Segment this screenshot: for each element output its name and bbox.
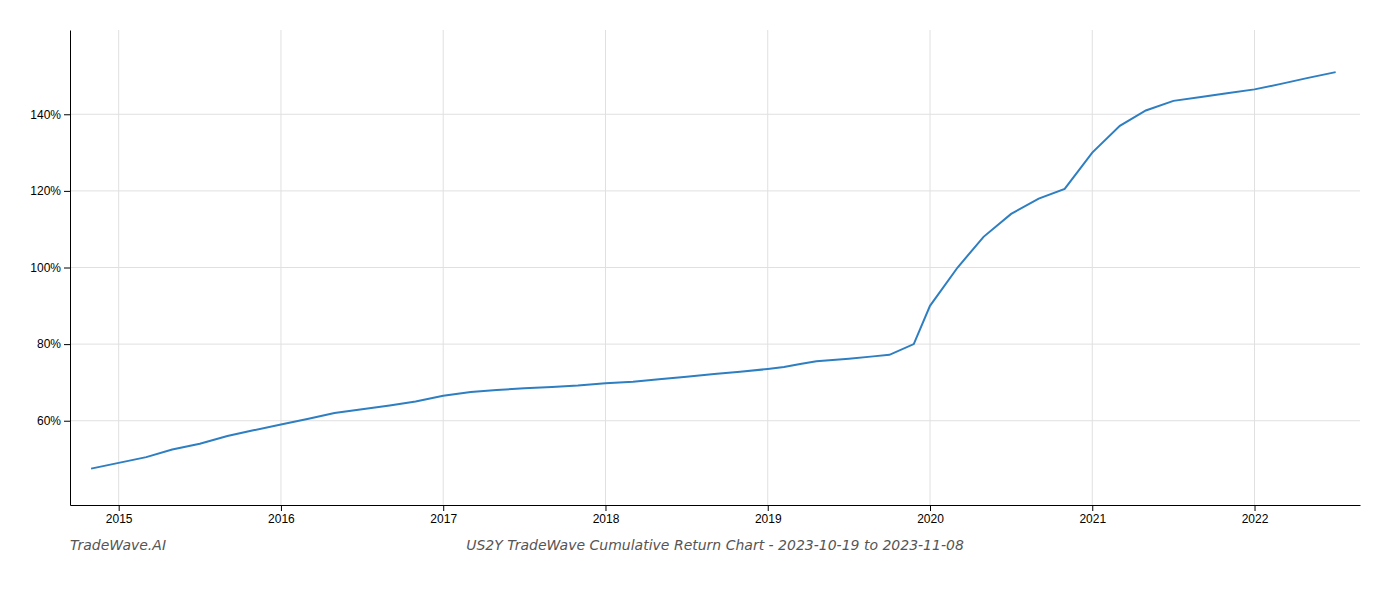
- tick: 120%: [30, 184, 70, 198]
- tick: 80%: [37, 337, 70, 351]
- tick: 140%: [30, 108, 70, 122]
- tick-mark: [64, 421, 70, 422]
- tick-mark: [930, 505, 931, 511]
- tick-mark: [605, 505, 606, 511]
- tick-mark: [64, 191, 70, 192]
- title: US2Y TradeWave Cumulative Return Chart -…: [466, 537, 964, 553]
- tick: 2022: [1242, 505, 1269, 526]
- tick-mark: [768, 505, 769, 511]
- tick-label: 80%: [37, 337, 61, 351]
- tick-label: 120%: [30, 184, 61, 198]
- grid-line: [443, 30, 444, 505]
- tick-mark: [64, 114, 70, 115]
- grid-line: [280, 30, 281, 505]
- grid-line: [70, 267, 1360, 268]
- tick-label: 2019: [755, 512, 782, 526]
- tick-label: 60%: [37, 414, 61, 428]
- tick-label: 100%: [30, 261, 61, 275]
- grid-line: [70, 420, 1360, 421]
- tick: 2021: [1079, 505, 1106, 526]
- plot-area: [91, 72, 1336, 468]
- axis-line: [71, 505, 1361, 506]
- grid-line: [605, 30, 606, 505]
- tick-label: 2021: [1079, 512, 1106, 526]
- tick-mark: [1092, 505, 1093, 511]
- tick-mark: [1255, 505, 1256, 511]
- grid-line: [1092, 30, 1093, 505]
- tick: 2020: [917, 505, 944, 526]
- tick-mark: [119, 505, 120, 511]
- tick-label: 2017: [430, 512, 457, 526]
- y-axis: 60% 80% 100% 120% 140%: [30, 31, 70, 506]
- tick-label: 2022: [1242, 512, 1269, 526]
- tick: 2017: [430, 505, 457, 526]
- tick: 2016: [268, 505, 295, 526]
- grid-line: [930, 30, 931, 505]
- watermark: TradeWave.AI: [70, 537, 166, 553]
- tick-label: 2018: [593, 512, 620, 526]
- tick-mark: [64, 268, 70, 269]
- grid-line: [118, 30, 119, 505]
- chart: 2015 2016 2017 2018 2019 2020 2021 2022 60% 80% 10…: [0, 0, 1400, 600]
- grid-line: [70, 114, 1360, 115]
- tick-label: 2016: [268, 512, 295, 526]
- tick-label: 2015: [106, 512, 133, 526]
- grid: [70, 30, 1360, 505]
- tick-mark: [443, 505, 444, 511]
- line: [91, 72, 1336, 468]
- tick: 60%: [37, 414, 70, 428]
- grid-line: [70, 190, 1360, 191]
- grid-line: [1254, 30, 1255, 505]
- grid-line: [70, 344, 1360, 345]
- tick-label: 2020: [917, 512, 944, 526]
- tick-mark: [281, 505, 282, 511]
- tick-label: 140%: [30, 108, 61, 122]
- axis-line: [70, 31, 71, 506]
- tick: 100%: [30, 261, 70, 275]
- tick: 2015: [106, 505, 133, 526]
- grid-line: [767, 30, 768, 505]
- tick-mark: [64, 344, 70, 345]
- x-axis: 2015 2016 2017 2018 2019 2020 2021 2022: [71, 505, 1361, 526]
- tick: 2018: [593, 505, 620, 526]
- tick: 2019: [755, 505, 782, 526]
